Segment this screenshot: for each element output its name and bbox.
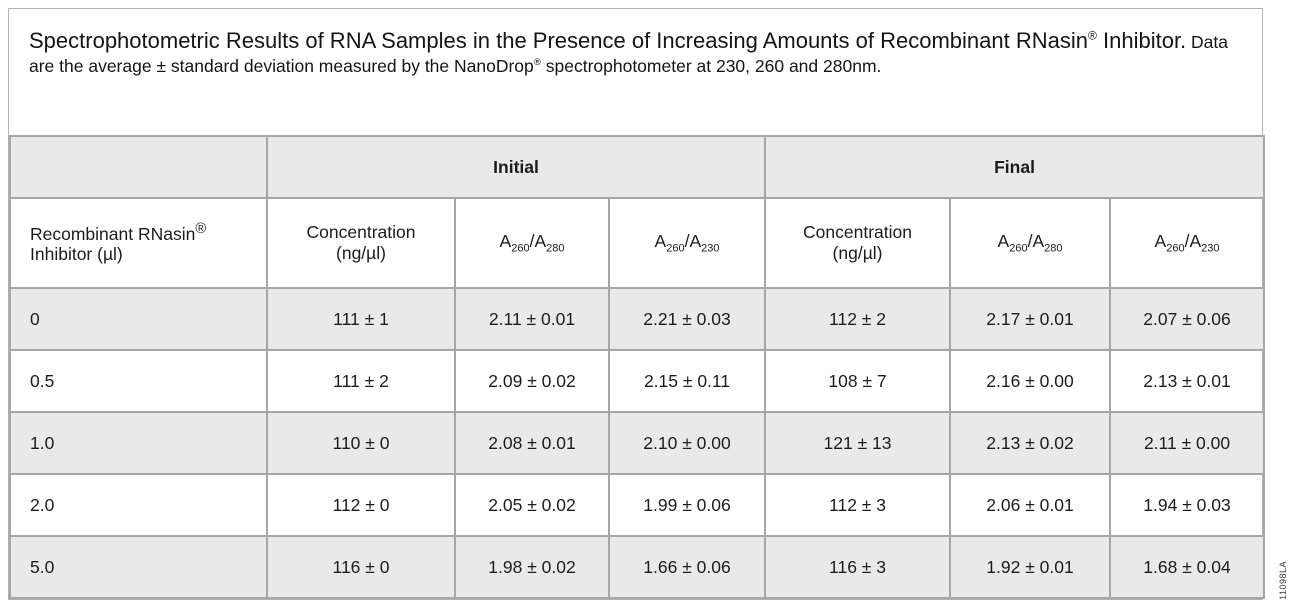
ratio-subscript: 280 <box>1044 242 1063 255</box>
table-cell: 112 ± 2 <box>764 287 952 351</box>
table-cell: 116 ± 3 <box>764 535 952 599</box>
table-row: 5.0 116 ± 0 1.98 ± 0.02 1.66 ± 0.06 116 … <box>9 535 1266 599</box>
ratio-subscript: 230 <box>1201 242 1220 255</box>
column-header-initial-a260-a280: A260/A280 <box>454 197 610 289</box>
row-label: 0 <box>9 287 268 351</box>
ratio-subscript: 280 <box>546 242 565 255</box>
corner-cell <box>9 135 268 199</box>
table-cell: 2.08 ± 0.01 <box>454 411 610 475</box>
column-header-sample: Recombinant RNasin® Inhibitor (µl) <box>9 197 268 289</box>
ratio-base: A <box>1154 231 1167 252</box>
ratio-base: A <box>689 231 702 252</box>
ratio-base: A <box>1032 231 1045 252</box>
registered-mark: ® <box>1087 28 1097 43</box>
table-cell: 1.66 ± 0.06 <box>607 535 767 599</box>
table-group-header-row: Initial Final <box>9 135 1266 199</box>
concentration-label: Concentration <box>306 222 416 242</box>
table-cell: 2.09 ± 0.02 <box>454 349 610 413</box>
table-row: 1.0 110 ± 0 2.08 ± 0.01 2.10 ± 0.00 121 … <box>9 411 1266 475</box>
column-header-final-concentration: Concentration (ng/µl) <box>764 197 952 289</box>
caption-subtitle: Data are the average ± standard deviatio… <box>29 32 1228 76</box>
ratio-subscript: 260 <box>1009 242 1028 255</box>
caption-title: Spectrophotometric Results of RNA Sample… <box>29 28 1186 53</box>
table-cell: 2.10 ± 0.00 <box>607 411 767 475</box>
table-cell: 116 ± 0 <box>266 535 456 599</box>
concentration-units: (ng/µl) <box>832 243 883 263</box>
ratio-subscript: 260 <box>1166 242 1185 255</box>
table-row: 0 111 ± 1 2.11 ± 0.01 2.21 ± 0.03 112 ± … <box>9 287 1266 351</box>
concentration-label: Concentration <box>803 222 913 242</box>
table-cell: 1.99 ± 0.06 <box>607 473 767 537</box>
row-label: 2.0 <box>9 473 268 537</box>
registered-mark: ® <box>533 57 541 69</box>
ratio-subscript: 260 <box>511 242 530 255</box>
ratio-base: A <box>1189 231 1202 252</box>
figure-container: Spectrophotometric Results of RNA Sample… <box>8 8 1266 600</box>
table-cell: 1.98 ± 0.02 <box>454 535 610 599</box>
table-cell: 2.16 ± 0.00 <box>949 349 1112 413</box>
ratio-base: A <box>997 231 1010 252</box>
table-cell: 2.21 ± 0.03 <box>607 287 767 351</box>
table-cell: 111 ± 1 <box>266 287 456 351</box>
column-header-final-a260-a280: A260/A280 <box>949 197 1112 289</box>
registered-mark: ® <box>195 220 207 237</box>
table-cell: 2.11 ± 0.01 <box>454 287 610 351</box>
figure-caption: Spectrophotometric Results of RNA Sample… <box>9 9 1262 135</box>
table-cell: 2.11 ± 0.00 <box>1109 411 1266 475</box>
table-row: 0.5 111 ± 2 2.09 ± 0.02 2.15 ± 0.11 108 … <box>9 349 1266 413</box>
table-cell: 2.15 ± 0.11 <box>607 349 767 413</box>
table-cell: 2.13 ± 0.01 <box>1109 349 1266 413</box>
table-cell: 108 ± 7 <box>764 349 952 413</box>
table-column-header-row: Recombinant RNasin® Inhibitor (µl) Concen… <box>9 197 1266 289</box>
table-cell: 2.06 ± 0.01 <box>949 473 1112 537</box>
group-header-final: Final <box>764 135 1266 199</box>
table-cell: 110 ± 0 <box>266 411 456 475</box>
table-cell: 2.17 ± 0.01 <box>949 287 1112 351</box>
caption-title-text-2: Inhibitor. <box>1096 28 1187 53</box>
table-cell: 2.05 ± 0.02 <box>454 473 610 537</box>
column-header-initial-concentration: Concentration (ng/µl) <box>266 197 456 289</box>
column-header-sample-line1: Recombinant RNasin <box>30 223 196 244</box>
ratio-slash: / <box>684 231 690 252</box>
table-row: 2.0 112 ± 0 2.05 ± 0.02 1.99 ± 0.06 112 … <box>9 473 1266 537</box>
ratio-slash: / <box>529 231 535 252</box>
table-cell: 112 ± 0 <box>266 473 456 537</box>
table-cell: 1.94 ± 0.03 <box>1109 473 1266 537</box>
column-header-final-a260-a230: A260/A230 <box>1109 197 1266 289</box>
caption-subtitle-text: Data are the average ± standard deviatio… <box>29 32 1228 77</box>
column-header-initial-a260-a230: A260/A230 <box>607 197 767 289</box>
caption-subtitle-text-2: spectrophotometer at 230, 260 and 280nm. <box>540 56 882 77</box>
column-header-sample-line2: Inhibitor (µl) <box>30 244 123 265</box>
ratio-subscript: 260 <box>666 242 685 255</box>
ratio-base: A <box>654 231 667 252</box>
group-header-initial: Initial <box>265 135 767 199</box>
table-cell: 112 ± 3 <box>764 473 952 537</box>
row-label: 1.0 <box>9 411 268 475</box>
table-cell: 1.68 ± 0.04 <box>1109 535 1266 599</box>
figure-part-number: 11098LA <box>1278 561 1288 600</box>
table-cell: 2.13 ± 0.02 <box>949 411 1112 475</box>
table-cell: 111 ± 2 <box>266 349 456 413</box>
results-table: Initial Final Recombinant RNasin® Inhibit… <box>9 135 1266 599</box>
ratio-subscript: 230 <box>701 242 720 255</box>
row-label: 5.0 <box>9 535 268 599</box>
table-cell: 2.07 ± 0.06 <box>1109 287 1266 351</box>
ratio-slash: / <box>1027 231 1033 252</box>
table-cell: 121 ± 13 <box>764 411 952 475</box>
ratio-slash: / <box>1184 231 1190 252</box>
concentration-units: (ng/µl) <box>336 243 386 263</box>
ratio-base: A <box>534 231 547 252</box>
caption-title-text: Spectrophotometric Results of RNA Sample… <box>29 28 1088 53</box>
row-label: 0.5 <box>9 349 268 413</box>
ratio-base: A <box>499 231 512 252</box>
table-cell: 1.92 ± 0.01 <box>949 535 1112 599</box>
